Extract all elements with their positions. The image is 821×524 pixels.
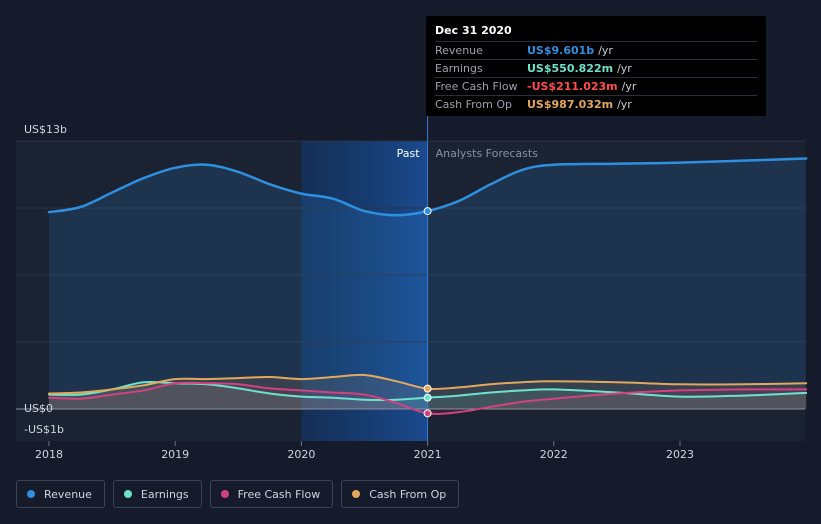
free-cash-flow-marker xyxy=(423,409,432,418)
legend-label: Earnings xyxy=(140,487,189,501)
cash-from-op-line xyxy=(48,373,808,395)
past-label: Past xyxy=(397,147,421,160)
tooltip-unit: /yr xyxy=(617,98,632,111)
tooltip-value: US$550.822m xyxy=(527,62,614,75)
tooltip-unit: /yr xyxy=(621,80,637,93)
cash-from-op-dot-icon xyxy=(352,490,361,498)
tooltip-label: Cash From Op xyxy=(435,98,513,111)
forecast-label: Analysts Forecasts xyxy=(436,147,539,160)
cash-from-op-marker xyxy=(423,384,432,393)
legend-label: Free Cash Flow xyxy=(237,487,321,501)
tooltip-row-cash-from-op: Cash From Op US$987.032m /yr xyxy=(435,95,757,113)
revenue-marker xyxy=(423,207,432,216)
tooltip-value: US$9.601b xyxy=(527,44,595,57)
x-tick-label: 2023 xyxy=(666,448,694,461)
y-tick-label: US$0 xyxy=(24,402,53,415)
tooltip-date: Dec 31 2020 xyxy=(435,24,512,37)
tooltip-row-free-cash-flow: Free Cash Flow -US$211.023m /yr xyxy=(435,77,757,95)
free-cash-flow-area xyxy=(49,382,807,414)
x-tick-label: 2022 xyxy=(540,448,568,461)
earnings-line xyxy=(48,380,808,401)
y-tick-label: US$13b xyxy=(24,123,67,136)
earnings-marker xyxy=(423,393,432,402)
tooltip-label: Earnings xyxy=(435,62,483,75)
legend-label: Revenue xyxy=(44,487,92,501)
tooltip-unit: /yr xyxy=(617,62,632,75)
tooltip-value: -US$211.023m xyxy=(527,80,618,93)
tooltip-label: Revenue xyxy=(435,44,483,57)
tooltip-label: Free Cash Flow xyxy=(435,80,518,93)
legend-item-cash-from-op[interactable]: Cash From Op xyxy=(341,480,460,508)
x-tick-label: 2019 xyxy=(161,448,189,461)
y-tick-label: -US$1b xyxy=(24,423,64,436)
free-cash-flow-dot-icon xyxy=(220,490,229,498)
x-tick-label: 2021 xyxy=(414,448,442,461)
tooltip-row-earnings: Earnings US$550.822m /yr xyxy=(435,59,757,77)
chart-legend: Revenue Earnings Free Cash Flow Cash Fro… xyxy=(16,480,460,510)
tooltip-value: US$987.032m xyxy=(527,98,614,111)
legend-item-revenue[interactable]: Revenue xyxy=(16,480,105,508)
tooltip-unit: /yr xyxy=(598,44,613,57)
data-tooltip: Dec 31 2020 Revenue US$9.601b /yr Earnin… xyxy=(426,16,766,116)
revenue-line xyxy=(47,157,808,217)
legend-label: Cash From Op xyxy=(369,487,447,501)
earnings-dot-icon xyxy=(123,490,132,498)
revenue-dot-icon xyxy=(27,490,35,498)
free-cash-flow-line xyxy=(48,381,808,415)
x-tick-label: 2020 xyxy=(287,448,315,461)
tooltip-row-revenue: Revenue US$9.601b /yr xyxy=(435,41,757,59)
x-tick-label: 2018 xyxy=(35,448,63,461)
legend-item-free-cash-flow[interactable]: Free Cash Flow xyxy=(209,480,334,508)
legend-item-earnings[interactable]: Earnings xyxy=(112,480,202,508)
